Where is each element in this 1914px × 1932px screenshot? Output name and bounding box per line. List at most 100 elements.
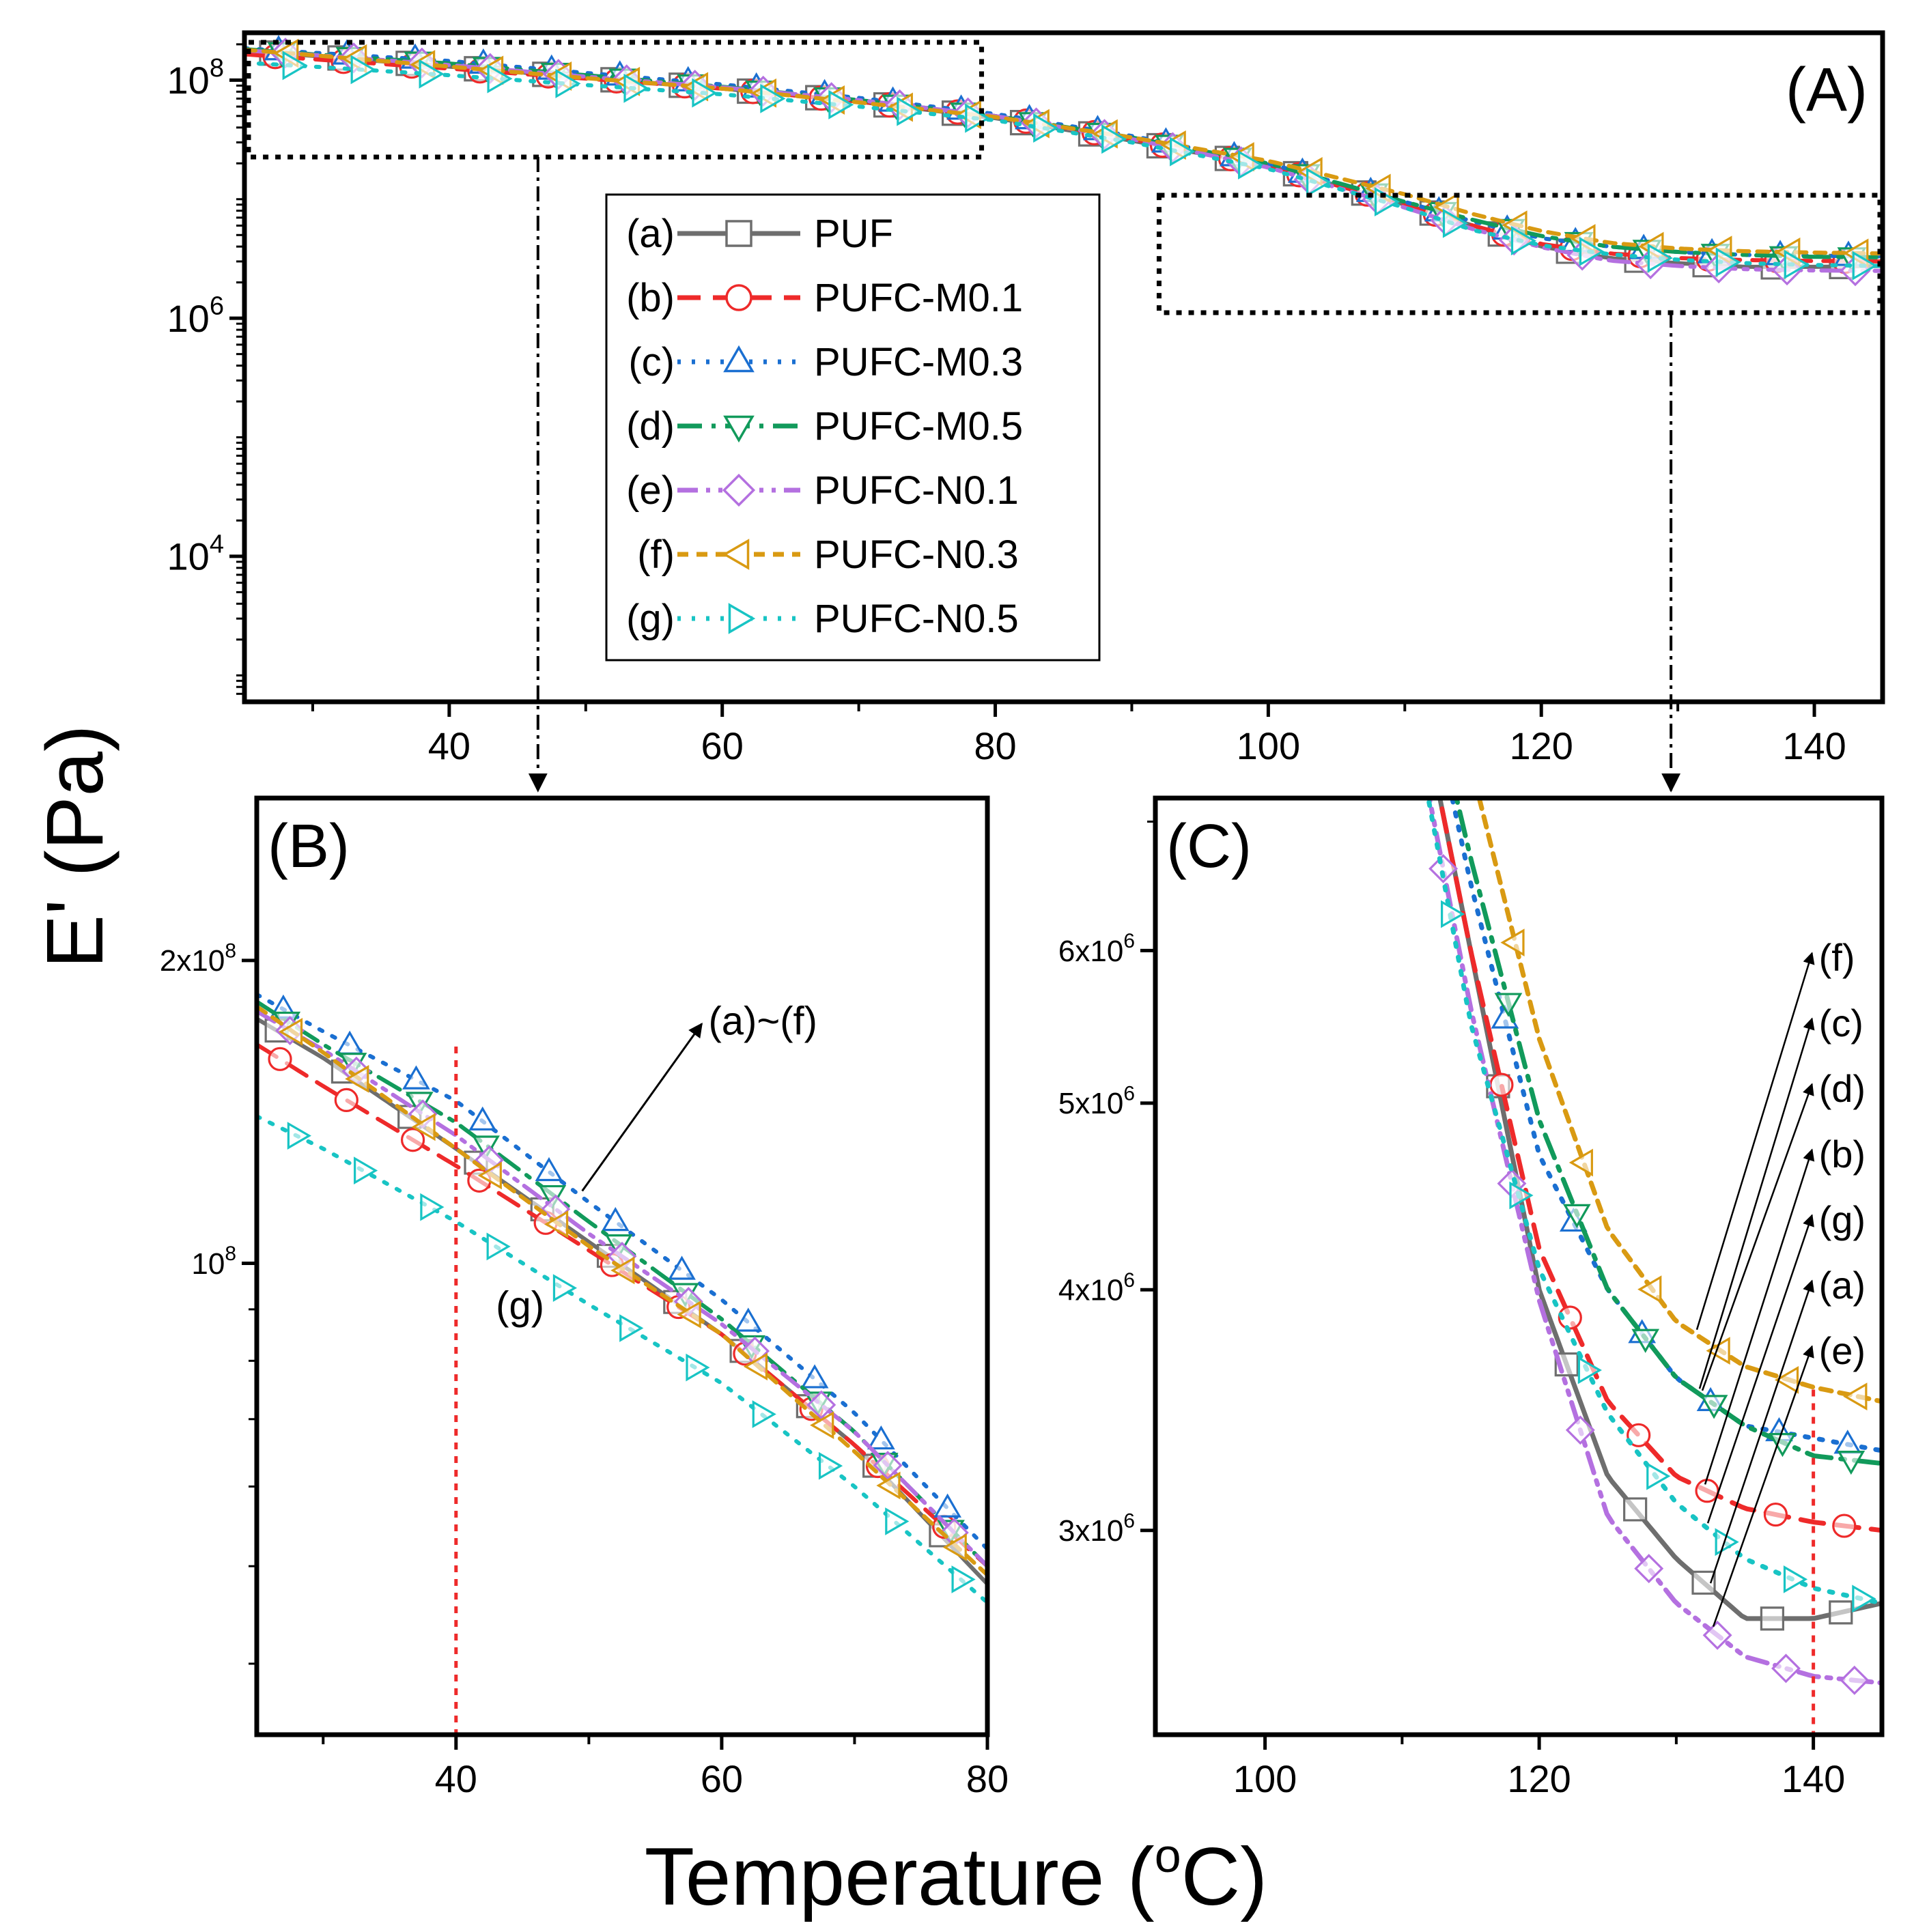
x-tick-label: 120 [1507, 1757, 1571, 1800]
series-g-point [287, 1122, 311, 1150]
series-f-point [810, 1411, 834, 1439]
series-a [257, 1017, 987, 1587]
legend-item-g: (g) PUFC-N0.5 [626, 597, 1019, 641]
series-e-line [1426, 798, 1882, 1686]
series-g-point [965, 103, 991, 133]
series-f [257, 1004, 987, 1578]
series-g-point [1647, 243, 1673, 273]
legend-series-label: (a) [626, 212, 675, 256]
series-b-point [400, 1128, 425, 1152]
series-e-point [1634, 1554, 1664, 1584]
series-g-point [752, 1400, 776, 1428]
series-e-point [806, 1390, 836, 1420]
legend-series-name: PUFC-N0.5 [814, 597, 1019, 641]
series-c-point [867, 1425, 895, 1450]
panel-c-frame [1153, 795, 1885, 1737]
series-g-point [1579, 236, 1605, 266]
series-b-point [1422, 753, 1444, 775]
series-g-line [257, 1114, 987, 1605]
series-c-point [734, 1307, 763, 1332]
series-g-point [555, 68, 581, 98]
series-b [1422, 753, 1882, 1538]
panel-c-series [1419, 640, 1882, 1695]
series-f-point [345, 1065, 369, 1093]
legend-swatch-marker [725, 220, 752, 247]
series-g-point [1441, 900, 1465, 928]
legend-series-label: (c) [628, 340, 675, 384]
series-g-point [1510, 226, 1536, 256]
series-f-point [876, 1471, 901, 1500]
series-f-point [1637, 1275, 1662, 1304]
panel-c-axes: 100 120 140 3x106 4x106 5x106 6x106 [1058, 821, 1845, 1800]
series-c-point [402, 1065, 430, 1090]
series-g-point [1783, 1565, 1808, 1593]
series-f-point [1843, 1382, 1868, 1410]
series-g-point [760, 83, 786, 113]
series-c-line [244, 46, 1883, 259]
series-f-point [411, 1113, 436, 1141]
series-f-line [1476, 798, 1882, 1404]
series-a-point [1760, 1606, 1784, 1631]
legend-series-name: PUFC-N0.3 [814, 532, 1019, 577]
series-g-point [951, 1565, 976, 1593]
panel-b-axes: 40 60 80 108 2x108 [160, 939, 1009, 1800]
series-g-point [552, 1274, 578, 1302]
series-c-point [468, 1106, 497, 1131]
series-f-point [1434, 640, 1454, 664]
x-tick-label: 100 [1237, 724, 1300, 767]
y-tick-label: 4x106 [1058, 1269, 1135, 1307]
legend-swatch-marker [723, 415, 755, 443]
series-f-point [544, 1210, 569, 1238]
series-g-point [1646, 1462, 1671, 1490]
order-label-a: (a) [1819, 1264, 1866, 1307]
zoom-box-c [1156, 193, 1883, 315]
y-tick-label: 6x106 [1058, 930, 1135, 968]
series-g-point [818, 1451, 843, 1480]
series-f-point [610, 1256, 635, 1285]
series-b-point [1627, 1423, 1651, 1447]
series-g-point [619, 1314, 644, 1342]
series-e-line [257, 1009, 987, 1569]
panel-c-label: (C) [1166, 812, 1252, 881]
series-d-point [1631, 1329, 1660, 1353]
series-g-point [486, 1232, 511, 1261]
series-g-point [419, 59, 445, 89]
legend: (a) PUF (b) PUFC-M0.1 (c) PUFC-M0.3 (d) PUFC-M0… [605, 193, 1101, 662]
series-g-point [897, 96, 923, 126]
legend-series-label: (d) [626, 404, 675, 449]
series-c-point [601, 1207, 630, 1232]
y-tick-label: 2x108 [160, 939, 236, 978]
x-tick-label: 120 [1509, 724, 1573, 767]
legend-swatch-marker [723, 345, 755, 373]
order-arrow-b [1704, 1148, 1815, 1485]
legend-item-d: (d) PUFC-M0.5 [626, 404, 1023, 449]
y-tick-label: 106 [167, 292, 224, 340]
series-g-point [692, 78, 718, 108]
panel-b: 40 60 80 108 2x108 (a)~(f) (g) (B) [160, 795, 1009, 1800]
series-g-point [1170, 137, 1196, 167]
y-tick-label: 108 [167, 54, 224, 102]
order-label-d: (d) [1819, 1067, 1866, 1110]
annotation-arrow-a-f [581, 1022, 703, 1192]
series-f-point [942, 1533, 967, 1561]
x-tick-label: 100 [1233, 1757, 1297, 1800]
series-g [244, 51, 1883, 281]
series-g-point [1033, 113, 1059, 143]
series-g-point [686, 1353, 710, 1382]
series-b-line [1437, 798, 1882, 1533]
y-tick-label: 108 [191, 1242, 236, 1281]
panel-a: 40 60 80 100 120 140 104 106 108 (A) [167, 30, 1885, 793]
series-a-point [1419, 736, 1441, 758]
y-tick-label: 3x106 [1058, 1509, 1135, 1548]
panel-a-series [244, 35, 1883, 287]
series-f-line [244, 47, 1883, 256]
series-e-point [1565, 1415, 1595, 1445]
series-c-point [335, 1030, 364, 1055]
order-arrow-e [1712, 1345, 1814, 1628]
series-c-point [1833, 1430, 1862, 1454]
annotation-g: (g) [496, 1283, 544, 1328]
zoom-box-b [246, 40, 985, 160]
legend-item-b: (b) PUFC-M0.1 [626, 276, 1023, 320]
panel-b-label: (B) [268, 812, 350, 881]
